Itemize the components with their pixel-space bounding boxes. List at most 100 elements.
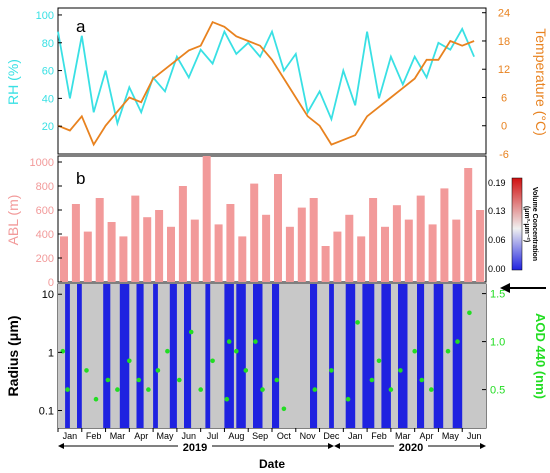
abl-bar: [167, 226, 175, 282]
volume-concentration-band: [417, 284, 425, 428]
aod-point: [224, 396, 230, 402]
abl-bar: [440, 188, 449, 282]
panel-b-frame: [57, 155, 487, 283]
month-tick-label: Apr: [134, 431, 148, 441]
month-tick-label: Jan: [63, 431, 78, 441]
aod-point: [115, 387, 120, 392]
volume-concentration-band: [253, 284, 263, 428]
volume-concentration-band: [381, 284, 391, 428]
aod-tick-label: 1.0: [490, 337, 505, 349]
volume-concentration-band: [362, 284, 375, 428]
abl-bar: [155, 210, 164, 282]
rh-axis-title: RH (%): [5, 59, 21, 105]
colorbar-scale: [511, 177, 523, 271]
volume-concentration-band: [452, 284, 463, 428]
temperature-tick-label: 12: [498, 64, 510, 76]
aod-axis-title: AOD 440 (nm): [533, 313, 548, 399]
rh-tick-label: 40: [42, 93, 54, 105]
radius-axis-title: Radius (μm): [5, 316, 21, 397]
colorbar-tick: 0.00: [488, 264, 506, 274]
abl-tick-label: 200: [36, 253, 54, 265]
year-label-2019: 2019: [183, 442, 207, 454]
month-tick-label: Mar: [395, 431, 411, 441]
abl-tick-label: 800: [36, 181, 54, 193]
aod-point: [226, 339, 232, 344]
radius-tick-label: 0.1: [39, 406, 54, 418]
volume-concentration-band: [169, 284, 177, 428]
volume-concentration-band: [184, 284, 192, 428]
abl-bar: [416, 195, 425, 282]
year-label-2020: 2020: [399, 442, 423, 454]
colorbar-title: Volume Concentration: [531, 187, 538, 261]
aod-point: [419, 377, 425, 383]
month-tick-label: May: [156, 431, 174, 441]
aod-point: [84, 368, 89, 373]
aod-tick-label: 0.5: [490, 385, 505, 397]
panel-a-frame: [57, 7, 487, 155]
month-tick-label: Jun: [467, 431, 482, 441]
month-tick-label: Jul: [207, 431, 219, 441]
aod-point: [412, 348, 418, 354]
volume-concentration-band: [433, 284, 444, 428]
abl-bar: [119, 236, 128, 282]
abl-bar: [345, 214, 354, 282]
radius-tick-label: 10: [42, 289, 54, 301]
abl-bar: [369, 198, 378, 282]
aod-point: [146, 387, 151, 392]
abl-bar: [464, 168, 473, 282]
abl-bar: [107, 222, 116, 282]
aod-point: [188, 329, 194, 335]
rh-tick-label: 80: [42, 38, 54, 50]
colorbar-unit: (μm³·μm⁻²): [523, 206, 530, 242]
abl-bar: [285, 226, 294, 282]
month-tick-label: Sep: [252, 431, 268, 441]
abl-bar: [214, 224, 223, 282]
abl-bar: [190, 219, 199, 282]
abl-bar: [250, 183, 259, 282]
aod-point: [127, 358, 132, 364]
temperature-tick-label: -6: [499, 149, 509, 161]
size-distribution-heatmap: [58, 284, 486, 428]
aod-point: [165, 348, 170, 354]
temperature-tick-label: 0: [501, 121, 507, 133]
axis-ticks: 20 40 60 80 100 -6 0 6 12 18 24 0 200 400 600 800 1000 0.…: [30, 8, 511, 441]
abl-bar: [452, 219, 461, 282]
colorbar-tick: 0.13: [488, 206, 506, 216]
aod-point: [260, 387, 265, 392]
colorbar-tick: 0.06: [488, 235, 506, 245]
aod-point: [136, 377, 142, 383]
abl-tick-label: 600: [36, 205, 54, 217]
aod-point: [369, 377, 375, 383]
abl-bar: [333, 231, 342, 282]
colorbar-tick: 0.19: [488, 178, 506, 188]
month-tick-label: Feb: [371, 431, 387, 441]
abl-bar: [95, 198, 104, 282]
volume-concentration-band: [236, 284, 246, 428]
rh-tick-label: 20: [42, 121, 54, 133]
abl-axis-title: ABL (m): [5, 195, 21, 246]
rh-tick-label: 60: [42, 66, 54, 78]
temperature-tick-label: 6: [501, 92, 507, 104]
abl-bar: [226, 204, 235, 282]
aod-point: [105, 377, 111, 383]
abl-bar: [60, 236, 68, 282]
aod-point: [65, 387, 70, 392]
aod-point: [177, 377, 182, 383]
abl-bar: [357, 236, 366, 282]
aod-point: [467, 310, 472, 316]
month-tick-label: Apr: [420, 431, 434, 441]
aod-point: [345, 396, 351, 402]
aod-point: [398, 368, 403, 373]
aod-point: [234, 348, 239, 354]
aod-point: [274, 377, 280, 383]
aod-point: [93, 396, 99, 402]
volume-concentration-band: [153, 284, 158, 428]
month-tick-label: Feb: [86, 431, 102, 441]
month-tick-label: Dec: [323, 431, 340, 441]
radius-tick-label: 1: [48, 347, 54, 359]
arrow-to-panel-c: [500, 283, 546, 293]
abl-bar: [404, 219, 413, 282]
aod-point: [312, 387, 318, 392]
month-tick-label: Jan: [348, 431, 363, 441]
